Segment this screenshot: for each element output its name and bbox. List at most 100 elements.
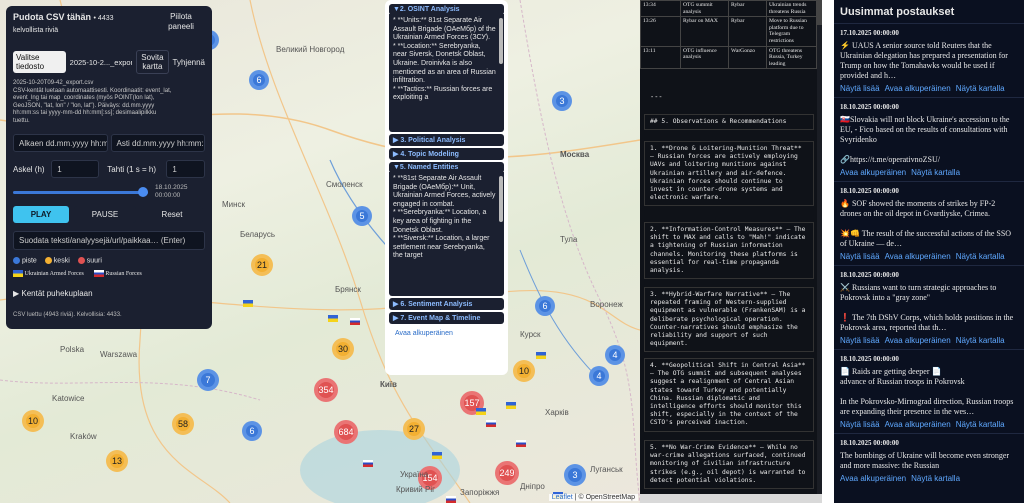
map-cluster-marker[interactable]: 6	[535, 296, 555, 316]
legend-item: suuri	[77, 257, 102, 264]
map-cluster-marker[interactable]: 10	[22, 410, 44, 432]
feed-title: Uusimmat postaukset	[840, 6, 955, 18]
step-input[interactable]: 1	[51, 160, 100, 178]
choose-file-button[interactable]: Valitse tiedosto	[13, 51, 66, 73]
report-heading: ## 5. Observations & Recommendations	[644, 114, 814, 131]
map-cluster-marker[interactable]: 21	[251, 254, 273, 276]
entities-body: * **81st Separate Air Assault Brigade (О…	[389, 172, 504, 296]
map-cluster-marker[interactable]: 30	[332, 338, 354, 360]
open-original-link[interactable]: Avaa alkuperäinen	[884, 84, 951, 93]
russia-flag-marker[interactable]	[350, 318, 360, 325]
russia-forces-label: Russian Forces	[105, 271, 142, 278]
fields-toggle[interactable]: ▶ Kentät puhekuplaan	[13, 289, 93, 299]
report-scrollbar[interactable]	[817, 0, 822, 503]
play-button[interactable]: PLAY	[13, 206, 69, 223]
time-slider[interactable]	[13, 187, 151, 197]
map-attribution: Leaflet | © OpenStreetMap	[548, 494, 638, 501]
map-cluster-marker[interactable]: 4	[605, 345, 625, 365]
show-more-link[interactable]: Näytä lisää	[840, 252, 880, 261]
info-line: event_lng tai map_coordinates (myös POIN…	[13, 95, 155, 101]
scrollbar[interactable]	[499, 176, 503, 222]
open-original-link[interactable]: Avaa alkuperäinen	[884, 420, 951, 429]
russia-flag-marker[interactable]	[486, 420, 496, 427]
map-cluster-marker[interactable]: 154	[418, 466, 442, 490]
section-event-map[interactable]: ▶ 7. Event Map & Timeline	[389, 312, 504, 324]
russia-flag-marker[interactable]	[446, 496, 456, 503]
section-topic-modeling[interactable]: ▶ 4. Topic Modeling	[389, 148, 504, 160]
post-text: 🇸🇰Slovakia will not block Ukraine's acce…	[840, 115, 1010, 164]
end-date-input[interactable]: Asti dd.mm.yyyy hh:mm:ss	[110, 134, 205, 152]
open-original-link[interactable]: Avaa alkuperäinen	[840, 474, 907, 483]
map-cluster-marker[interactable]: 7	[197, 369, 219, 391]
map-cluster-marker[interactable]: 4	[589, 366, 609, 386]
info-line: GeoJSON, "lat, lon" / "lon, lat"). Päivä…	[13, 102, 155, 109]
scrollbar[interactable]	[499, 18, 503, 64]
section-osint[interactable]: ▼2. OSINT Analysis	[389, 4, 504, 15]
post-text: 📄 Raids are getting deeper 📄 advance of …	[840, 367, 1014, 416]
reset-button[interactable]: Reset	[141, 206, 203, 223]
section-political[interactable]: ▶ 3. Political Analysis	[389, 134, 504, 146]
show-on-map-link[interactable]: Näytä kartalla	[955, 252, 1005, 261]
map-place-label: Воронеж	[590, 300, 623, 309]
russia-flag-marker[interactable]	[363, 460, 373, 467]
start-date-input[interactable]: Alkaen dd.mm.yyyy hh:mm	[13, 134, 108, 152]
section-named-entities[interactable]: ▼5. Named Entities	[389, 162, 504, 173]
osint-line: * **Units:** 81st Separate Air Assault B…	[393, 17, 496, 42]
fit-map-button[interactable]: Sovita kartta	[136, 50, 169, 74]
russia-flag-marker[interactable]	[516, 440, 526, 447]
scroll-thumb[interactable]	[817, 0, 822, 25]
legend-dot-icon	[13, 257, 20, 264]
post-date: 17.10.2025 00:00:00	[840, 29, 899, 37]
forces-legend: Ukrainian Armed Forces Russian Forces	[13, 270, 205, 278]
ukraine-flag-marker[interactable]	[432, 452, 442, 459]
ukraine-flag-marker[interactable]	[506, 402, 516, 409]
pause-button[interactable]: PAUSE	[74, 206, 136, 223]
show-more-link[interactable]: Näytä lisää	[840, 420, 880, 429]
open-original-link[interactable]: Avaa alkuperäinen	[884, 252, 951, 261]
show-on-map-link[interactable]: Näytä kartalla	[911, 168, 961, 177]
info-line: CSV-kentät luetaan automaattisesti. Koor…	[13, 87, 172, 94]
show-on-map-link[interactable]: Näytä kartalla	[911, 474, 961, 483]
map-cluster-marker[interactable]: 3	[552, 91, 572, 111]
show-on-map-link[interactable]: Näytä kartalla	[955, 420, 1005, 429]
russia-flag-icon	[93, 270, 104, 278]
filter-input[interactable]: Suodata teksti/analyysejä/url/paikkaa… (…	[13, 231, 205, 250]
map-place-label: Kraków	[70, 432, 97, 441]
open-original-link[interactable]: Avaa alkuperäinen	[395, 330, 453, 337]
map-cluster-marker[interactable]: 27	[403, 418, 425, 440]
ukraine-flag-marker[interactable]	[536, 352, 546, 359]
map-cluster-marker[interactable]: 3	[564, 464, 586, 486]
show-on-map-link[interactable]: Näytä kartalla	[955, 84, 1005, 93]
open-original-link[interactable]: Avaa alkuperäinen	[840, 168, 907, 177]
leaflet-link[interactable]: Leaflet	[551, 494, 573, 501]
rate-input[interactable]: 1	[166, 160, 205, 178]
map-cluster-marker[interactable]: 6	[249, 70, 269, 90]
map-cluster-marker[interactable]: 13	[106, 450, 128, 472]
clear-button[interactable]: Tyhjennä	[172, 57, 205, 67]
ukraine-flag-marker[interactable]	[476, 408, 486, 415]
map-place-label: Україна	[400, 470, 429, 479]
section-sentiment[interactable]: ▶ 6. Sentiment Analysis	[389, 298, 504, 310]
map-cluster-marker[interactable]: 58	[172, 413, 194, 435]
show-on-map-link[interactable]: Näytä kartalla	[955, 336, 1005, 345]
map-cluster-marker[interactable]: 354	[314, 378, 338, 402]
slider-knob[interactable]	[138, 187, 149, 197]
map-cluster-marker[interactable]: 5	[352, 206, 372, 226]
map-cluster-marker[interactable]: 684	[334, 420, 358, 444]
recommendation-item: 5. **No War-Crime Evidence** – While no …	[644, 440, 814, 490]
show-more-link[interactable]: Näytä lisää	[840, 336, 880, 345]
map-cluster-marker[interactable]: 6	[242, 421, 262, 441]
ukraine-flag-marker[interactable]	[328, 315, 338, 322]
open-original-link[interactable]: Avaa alkuperäinen	[884, 336, 951, 345]
table-row: 13:26 Rybar on MAX Rybar Move to Russian pl…	[640, 16, 817, 47]
map-cluster-marker[interactable]: 10	[513, 360, 535, 382]
map-cluster-marker[interactable]: 157	[460, 391, 484, 415]
ukraine-flag-marker[interactable]	[243, 300, 253, 307]
show-more-link[interactable]: Näytä lisää	[840, 84, 880, 93]
post-date: 18.10.2025 00:00:00	[840, 439, 899, 447]
panel-title: Pudota CSV tähän • 4433 kelvollista rivi…	[13, 12, 133, 36]
horizontal-scrollbar[interactable]	[640, 494, 822, 503]
report-table: 13:34 OTG summit analysis Rybar Ukrainian t…	[640, 0, 817, 70]
map-cluster-marker[interactable]: 249	[495, 461, 519, 485]
hide-panel-button[interactable]: Piilota paneeli	[168, 12, 194, 31]
